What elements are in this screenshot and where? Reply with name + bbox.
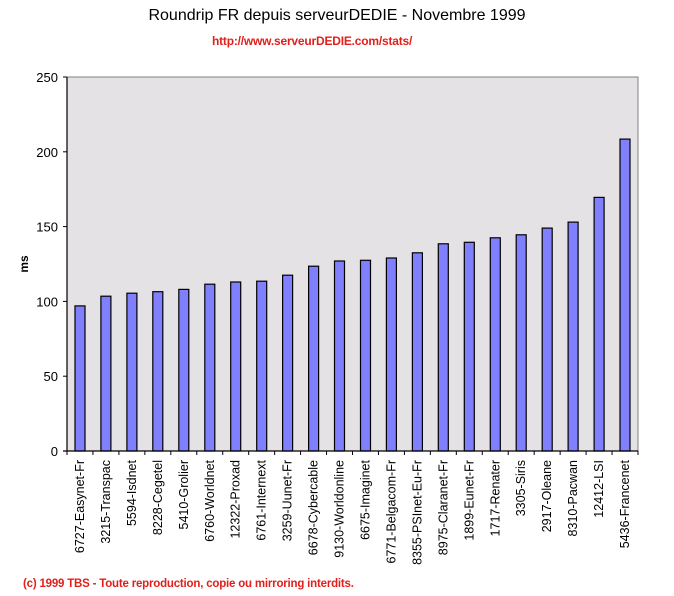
x-tick-label: 1717-Renater (488, 460, 502, 536)
x-tick-label: 6761-Internext (255, 459, 269, 540)
bar-8355-PSInet-Eu-Fr (411, 252, 423, 452)
x-tick-label: 12412-LSI (592, 460, 606, 518)
chart-title: Roundrip FR depuis serveurDEDIE - Novemb… (148, 7, 526, 24)
bar-5410-Grolier (178, 288, 190, 452)
x-tick-label: 6727-Easynet-Fr (73, 460, 87, 553)
x-tick-label: 12322-Proxad (229, 460, 243, 539)
x-tick-label: 5410-Grolier (177, 460, 191, 529)
bar-6761-Internext (256, 280, 268, 452)
bar-6771-Belgacom-Fr (385, 257, 397, 452)
x-tick-label: 6771-Belgacom-Fr (384, 460, 398, 564)
x-tick-label: 3259-Uunet-Fr (281, 460, 295, 541)
x-tick-label: 6675-Imaginet (358, 459, 372, 539)
x-tick-label: 9130-Worldonline (333, 460, 347, 558)
copyright-footer: (c) 1999 TBS - Toute reproduction, copie… (23, 578, 354, 590)
bar-12412-LSI (593, 196, 605, 452)
bar-6727-Easynet-Fr (74, 305, 86, 452)
bar-8310-Pacwan (567, 221, 579, 452)
y-tick-label: 150 (36, 220, 58, 235)
x-tick-label: 3305-Siris (514, 460, 528, 516)
bar-8975-Claranet-Fr (437, 243, 449, 452)
bar-5594-Isdnet (126, 292, 138, 452)
x-tick-label: 8975-Claranet-Fr (436, 460, 450, 555)
x-labels-group: 6727-Easynet-Fr 3215-Transpac 5594-Isdnet 8… (73, 459, 632, 564)
bar-3215-Transpac (100, 295, 112, 452)
y-tick-label: 200 (36, 145, 58, 160)
axes-group (63, 77, 639, 455)
y-tick-label: 50 (44, 369, 58, 384)
x-tick-label: 6760-Worldnet (203, 459, 217, 541)
x-tick-label: 1899-Eunet-Fr (462, 460, 476, 541)
bar-1717-Renater (489, 237, 501, 452)
chart-subtitle-url[interactable]: http://www.serveurDEDIE.com/stats/ (212, 34, 413, 48)
x-tick-label: 3215-Transpac (99, 460, 113, 544)
bar-9130-Worldonline (333, 260, 346, 452)
bar-8228-Cegetel (152, 291, 164, 452)
x-tick-label: 5594-Isdnet (125, 459, 139, 526)
x-tick-label: 8310-Pacwan (566, 460, 580, 536)
y-ticks-group: 0 50 100 150 200 250 (36, 70, 67, 459)
x-tick-label: 8228-Cegetel (151, 460, 165, 535)
y-tick-label: 100 (36, 294, 58, 309)
x-tick-label: 8355-PSInet-Eu-Fr (410, 460, 424, 565)
x-tick-label: 6678-Cybercable (307, 460, 321, 555)
y-tick-label: 250 (36, 70, 58, 85)
bar-12322-Proxad (230, 281, 242, 452)
bar-6675-Imaginet (359, 259, 372, 452)
bar-3305-Siris (515, 234, 527, 452)
bar-2917-Oleane (541, 227, 553, 452)
x-tick-label: 2917-Oleane (540, 460, 554, 532)
bar-6760-Worldnet (204, 283, 216, 452)
bar-3259-Uunet-Fr (282, 274, 294, 452)
y-axis-label: ms (17, 255, 31, 273)
bar-1899-Eunet-Fr (463, 241, 475, 452)
bar-5436-Francenet (619, 138, 631, 452)
y-tick-label: 0 (51, 444, 58, 459)
bar-6678-Cybercable (308, 265, 320, 452)
x-tick-label: 5436-Francenet (618, 459, 632, 548)
